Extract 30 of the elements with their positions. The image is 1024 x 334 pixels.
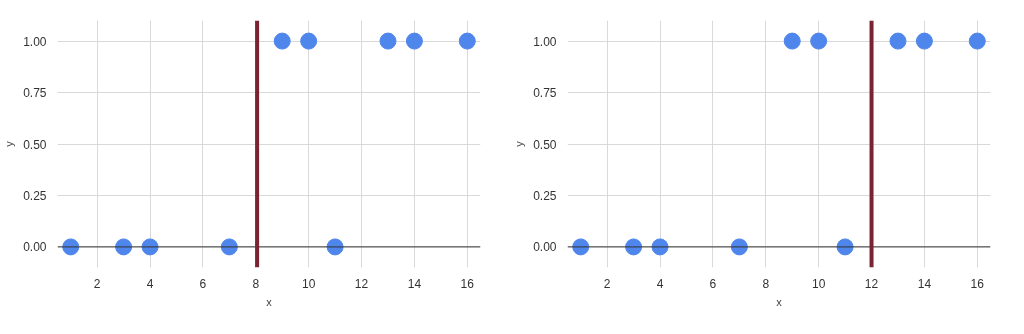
x-tick-label: 4 [146,276,154,291]
x-tick-label: 12 [864,276,879,291]
x-tick-label: 12 [354,276,369,291]
x-tick-label: 4 [656,276,664,291]
y-tick-label: 1.00 [533,34,557,49]
y-tick-label: 0.50 [533,137,557,152]
x-tick-label: 10 [811,276,826,291]
y-tick-label: 0.25 [533,188,557,203]
y-axis-title: y [3,140,16,147]
y-tick-label: 1.00 [23,34,47,49]
x-tick-label: 6 [709,276,717,291]
x-tick-label: 16 [460,276,475,291]
x-axis-title: x [266,295,273,308]
y-tick-label: 0.75 [23,86,47,101]
y-tick-label: 0.00 [23,240,47,255]
x-tick-label: 6 [199,276,207,291]
x-tick-label: 8 [762,276,770,291]
x-tick-label: 16 [970,276,985,291]
y-axis-title: y [513,140,526,147]
x-tick-label: 8 [252,276,260,291]
x-tick-label: 14 [917,276,932,291]
y-tick-label: 0.50 [23,137,47,152]
y-tick-label: 0.25 [23,188,47,203]
x-tick-label: 2 [93,276,101,291]
x-tick-label: 14 [407,276,422,291]
x-tick-label: 10 [301,276,316,291]
x-axis-title: x [776,295,783,308]
y-tick-label: 0.00 [533,240,557,255]
y-tick-label: 0.75 [533,86,557,101]
x-tick-label: 2 [603,276,611,291]
